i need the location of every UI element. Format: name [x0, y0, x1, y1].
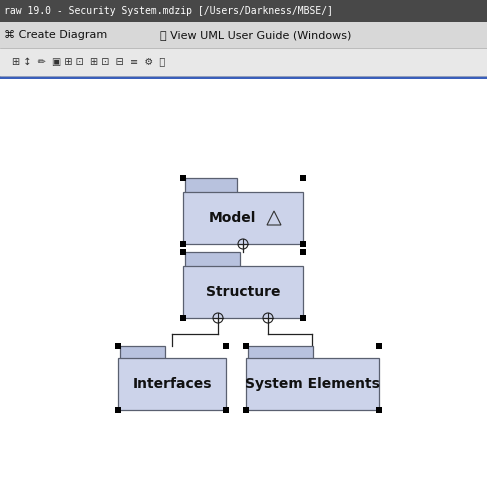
Bar: [180, 315, 186, 321]
Bar: [0, 22, 487, 48]
Bar: [0, 76, 487, 79]
Bar: [248, 346, 313, 361]
Bar: [300, 175, 306, 181]
Bar: [120, 346, 165, 361]
Bar: [183, 266, 303, 318]
Bar: [180, 241, 186, 247]
Text: ⓘ View UML User Guide (Windows): ⓘ View UML User Guide (Windows): [160, 30, 352, 40]
Bar: [185, 252, 240, 269]
Text: raw 19.0 - Security System.mdzip [/Users/Darkness/MBSE/]: raw 19.0 - Security System.mdzip [/Users…: [4, 6, 333, 16]
Bar: [243, 407, 249, 413]
Bar: [180, 249, 186, 255]
Bar: [243, 343, 249, 349]
Bar: [118, 358, 226, 410]
Text: Model: Model: [208, 211, 256, 225]
Bar: [300, 241, 306, 247]
Bar: [115, 343, 121, 349]
Text: Structure: Structure: [206, 285, 280, 299]
Bar: [300, 315, 306, 321]
Bar: [185, 178, 237, 195]
Text: System Elements: System Elements: [244, 377, 379, 391]
Bar: [183, 192, 303, 244]
Text: Interfaces: Interfaces: [132, 377, 212, 391]
Bar: [376, 407, 382, 413]
Bar: [300, 249, 306, 255]
Text: ⊞ ↕  ✏  ▣ ⊞ ⊡  ⊞ ⊡  ⊟  ≡  ⚙  🔍: ⊞ ↕ ✏ ▣ ⊞ ⊡ ⊞ ⊡ ⊟ ≡ ⚙ 🔍: [12, 57, 165, 67]
Text: ⌘ Create Diagram: ⌘ Create Diagram: [4, 30, 107, 40]
Bar: [180, 175, 186, 181]
Bar: [223, 407, 229, 413]
Bar: [223, 343, 229, 349]
Bar: [246, 358, 379, 410]
Bar: [115, 407, 121, 413]
Bar: [0, 48, 487, 76]
Bar: [376, 343, 382, 349]
Bar: [0, 79, 487, 497]
Bar: [0, 0, 487, 22]
